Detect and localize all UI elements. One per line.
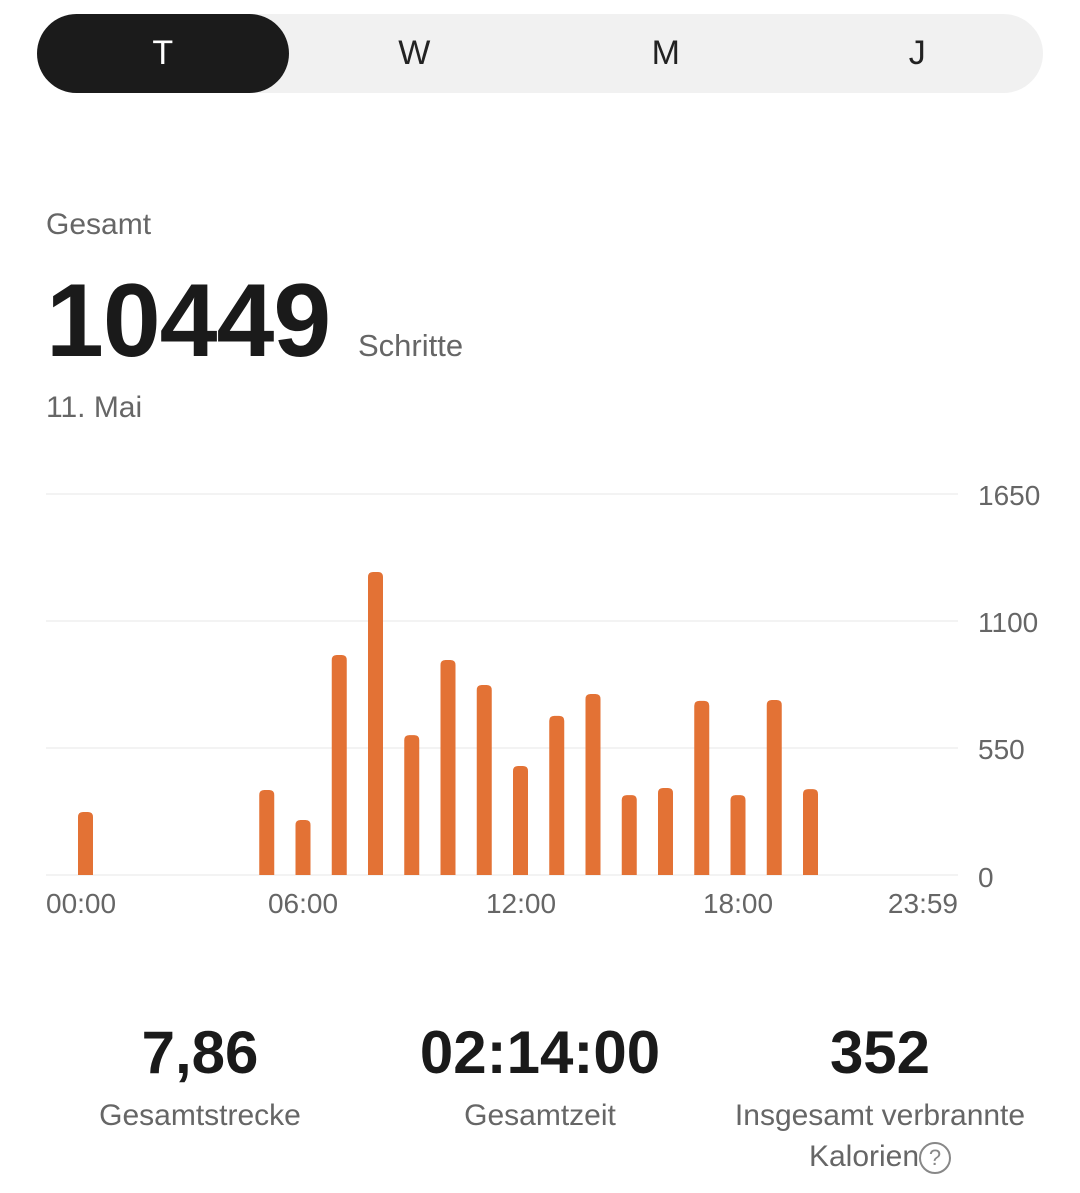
x-tick-label: 00:00 [46,888,116,919]
bar-hour-8[interactable] [368,572,383,875]
x-tick-label: 23:59 [888,888,958,919]
help-icon[interactable]: ? [919,1142,952,1175]
bar-hour-18[interactable] [730,795,746,875]
x-tick-label: 12:00 [486,888,556,919]
tab-year[interactable]: J [908,34,926,72]
steps-bar-chart: 00:00 06:00 12:00 18:00 23:59 1650 1100 … [46,480,1040,919]
tab-day[interactable]: T [37,14,289,93]
date-label: 11. Mai [46,391,143,424]
bar-hour-12[interactable] [513,766,528,875]
stat-time: 02:14:00 Gesamtzeit [360,1018,720,1136]
bar-hour-7[interactable] [331,654,347,875]
total-steps: 10449 [46,263,331,379]
time-value: 02:14:00 [419,1019,661,1086]
bar-hour-15[interactable] [621,795,637,875]
bar-hour-5[interactable] [259,790,275,875]
y-tick-label: 1650 [978,480,1040,511]
period-selector: T W M J [37,14,1043,93]
y-tick-label: 550 [978,734,1025,765]
bar-hour-11[interactable] [476,684,492,875]
bar-hour-6[interactable] [295,820,311,875]
calories-value: 352 [829,1019,931,1086]
stat-calories: 352 Insgesamt verbrannte Kalorien? [700,1018,1060,1177]
x-tick-label: 18:00 [703,888,773,919]
y-tick-label: 0 [978,862,994,893]
bar-hour-10[interactable] [440,660,456,875]
bar-hour-13[interactable] [549,715,565,875]
bar-hour-19[interactable] [766,699,782,875]
bar-hour-17[interactable] [694,700,710,875]
bar-hour-14[interactable] [585,693,601,875]
time-label: Gesamtzeit [464,1099,616,1132]
x-tick-label: 06:00 [268,888,338,919]
steps-unit: Schritte [358,328,464,363]
bar-hour-9[interactable] [404,735,420,875]
y-tick-label: 1100 [978,607,1038,638]
calories-label: Insgesamt verbrannte Kalorien [734,1099,1026,1173]
distance-value: 7,86 [141,1019,259,1086]
distance-label: Gesamtstrecke [99,1099,301,1132]
bar-hour-0[interactable] [78,811,93,875]
tab-month[interactable]: M [651,34,680,72]
tab-week[interactable]: W [398,34,431,72]
bar-hour-20[interactable] [803,789,818,875]
stat-distance: 7,86 Gesamtstrecke [20,1018,380,1136]
bar-hour-16[interactable] [658,787,673,875]
summary-label: Gesamt [46,208,152,241]
